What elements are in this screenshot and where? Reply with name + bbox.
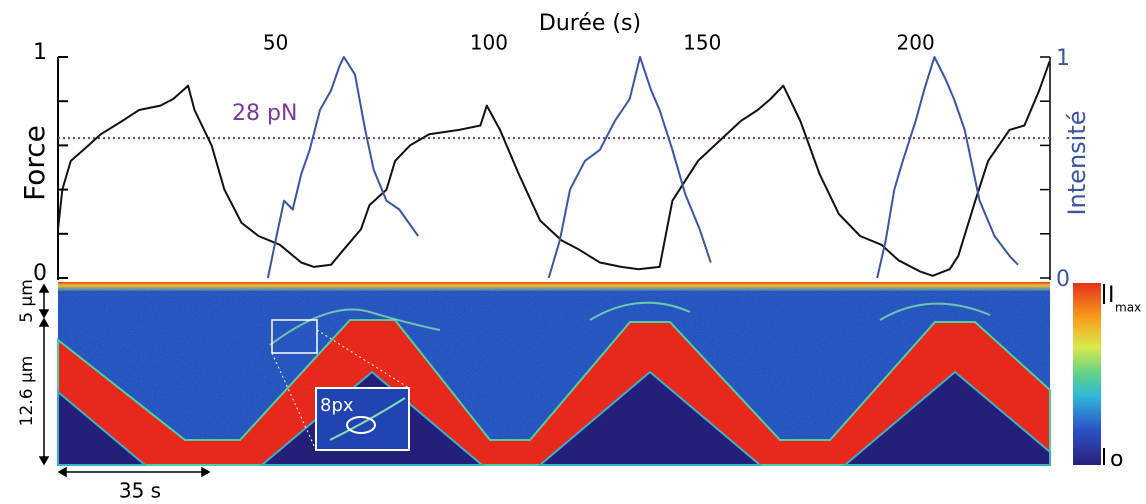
y2-tick-label: 1 <box>1056 46 1070 71</box>
colorbar-max: I <box>1108 283 1115 308</box>
arrow-head <box>57 466 211 478</box>
kymo-top-strip <box>58 282 1050 291</box>
y-tick-label: 1 <box>33 40 47 65</box>
inset-label: 8px <box>320 395 354 416</box>
arrow-head <box>38 283 50 319</box>
colorbar <box>1073 283 1101 465</box>
scale-label: 12.6 µm <box>17 356 37 427</box>
x-tick-label: 150 <box>683 31 721 55</box>
colorbar-max-sub: max <box>1115 301 1141 315</box>
kymo-dark <box>537 370 763 466</box>
y2-axis-label: Intensité <box>1063 110 1091 215</box>
scale-bars <box>38 283 211 478</box>
x-tick-label: 200 <box>897 31 935 55</box>
x-tick-label: 50 <box>263 31 288 55</box>
y2-tick-label: 0 <box>1056 267 1070 292</box>
kymo-dark <box>842 370 1051 466</box>
scale-label: 35 s <box>119 479 161 503</box>
inset-ellipse <box>346 416 376 434</box>
reference-label: 28 pN <box>232 101 297 126</box>
y-axis-label: Force <box>18 125 51 201</box>
scale-label: 5 µm <box>17 279 37 323</box>
kymo-dark <box>57 389 148 466</box>
kymo-filament <box>269 301 991 346</box>
inset-link <box>316 329 410 389</box>
data-line <box>57 61 1051 277</box>
colorbar-min: o <box>1110 447 1123 472</box>
y-tick-label: 0 <box>33 261 47 286</box>
inset-source <box>271 319 318 354</box>
kymograph: 8px <box>57 282 1051 466</box>
inset-filament <box>329 397 406 441</box>
x-tick-label: 100 <box>470 31 508 55</box>
data-line <box>266 56 1019 279</box>
x-axis-label: Durée (s) <box>539 11 641 36</box>
arrow-head <box>38 317 50 466</box>
